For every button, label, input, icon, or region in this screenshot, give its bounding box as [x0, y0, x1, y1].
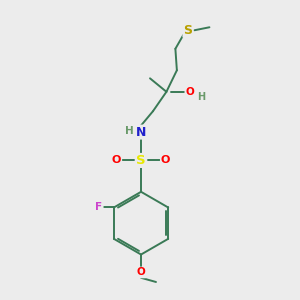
Text: O: O	[185, 87, 194, 97]
Text: H: H	[197, 92, 206, 102]
Text: O: O	[112, 155, 121, 166]
Text: O: O	[137, 267, 146, 278]
Text: F: F	[95, 202, 103, 212]
Text: S: S	[183, 24, 192, 37]
Text: H: H	[125, 126, 134, 136]
Text: S: S	[136, 154, 146, 167]
Text: N: N	[136, 126, 146, 139]
Text: O: O	[161, 155, 170, 166]
